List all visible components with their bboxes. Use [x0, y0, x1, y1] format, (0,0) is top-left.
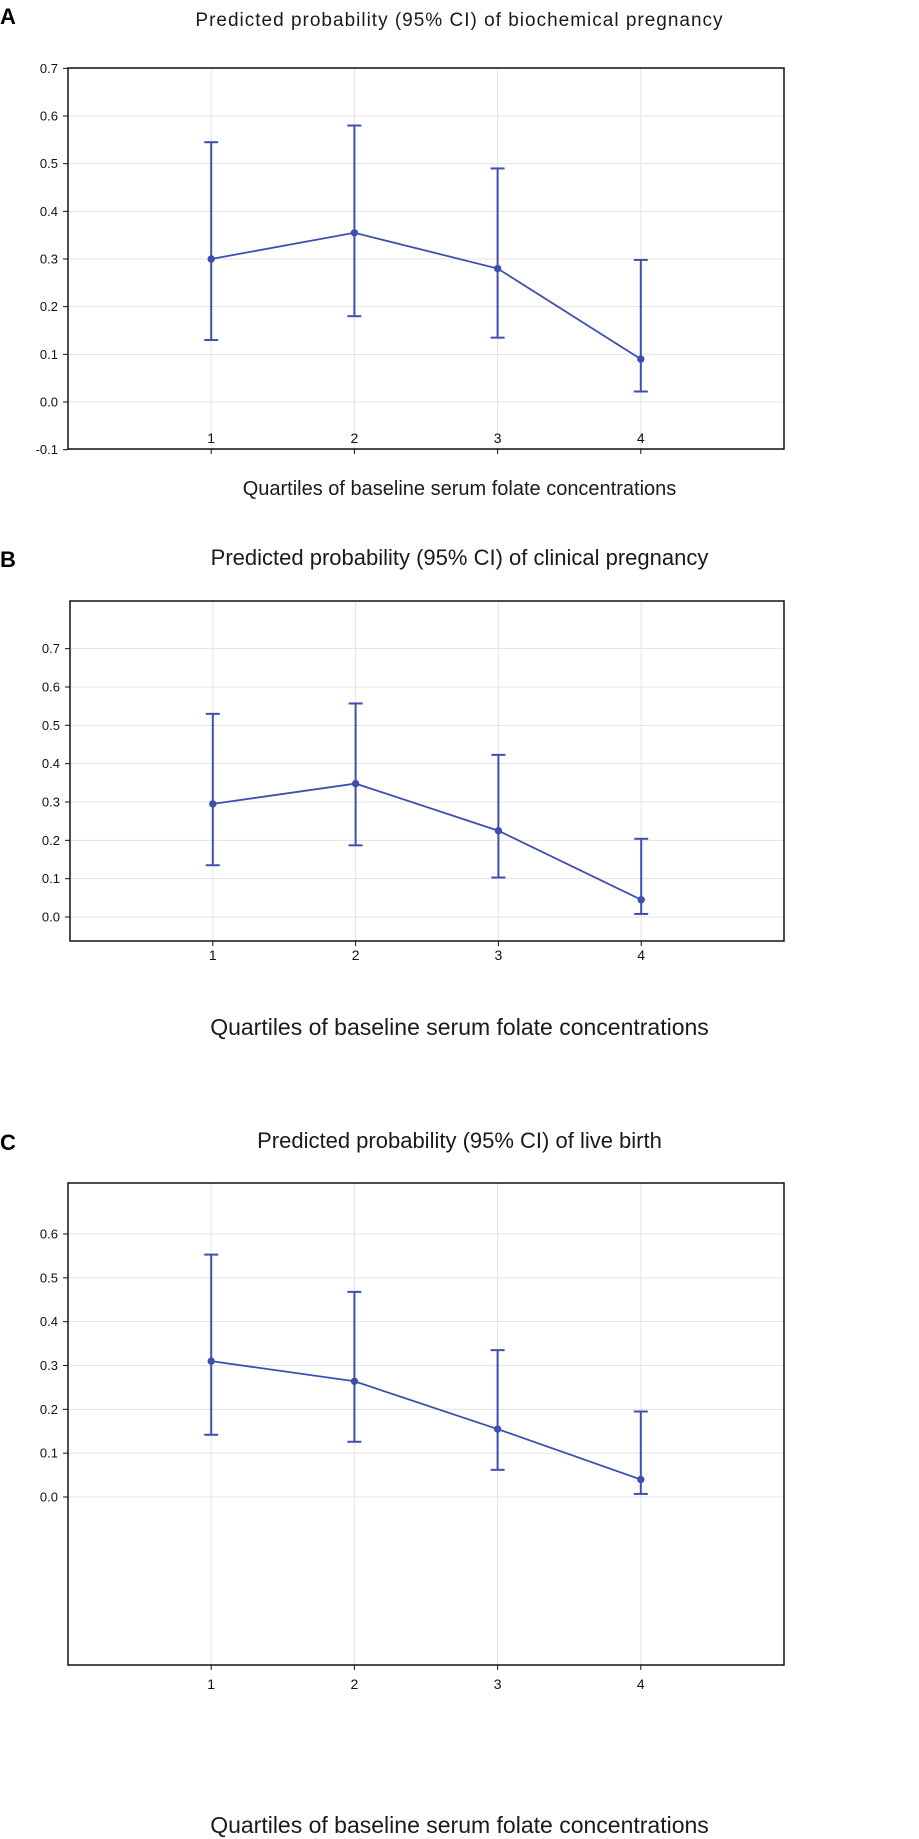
data-point: [493, 264, 502, 273]
series-line: [212, 782, 642, 901]
chart-title: Predicted probability (95% CI) of bioche…: [195, 10, 724, 31]
series-line: [211, 231, 642, 360]
data-point: [493, 1425, 502, 1433]
panel-c: C Predicted probability (95% CI) of live…: [0, 1120, 919, 1838]
data-point: [207, 255, 215, 263]
panel-b: B Predicted probability (95% CI) of clin…: [0, 541, 919, 1061]
y-tick-label: 0.6: [42, 680, 60, 695]
panel-letter: A: [0, 4, 16, 29]
y-tick-label: 0.7: [42, 641, 60, 656]
panel-a: A Predicted probability (95% CI) of bioc…: [0, 0, 919, 505]
data-point: [637, 896, 645, 904]
x-tick-label: 3: [495, 947, 503, 963]
plot-frame: [69, 600, 785, 942]
y-tick-label: 0.3: [40, 1358, 58, 1373]
x-tick-label: 2: [351, 430, 359, 446]
data-point: [350, 1377, 359, 1385]
y-tick-label: 0.5: [42, 718, 60, 733]
y-tick-label: 0.0: [40, 395, 58, 410]
data-point: [350, 229, 359, 237]
panel-letter: B: [0, 547, 16, 572]
y-tick-label: 0.1: [40, 1446, 58, 1461]
panel-letter: C: [0, 1130, 16, 1155]
chart-title: Predicted probability (95% CI) of clinic…: [210, 545, 709, 570]
y-tick-label: 0.0: [42, 910, 60, 925]
x-axis-label: Quartiles of baseline serum folate conce…: [210, 1014, 709, 1040]
y-tick-label: 0.4: [40, 204, 58, 219]
y-tick-label: 0.3: [42, 795, 60, 810]
chart-title: Predicted probability (95% CI) of live b…: [257, 1128, 662, 1153]
plot-svg: 0.0 0.1 0.2 0.3 0.4 0.5 0.6 0.7 1 2 3 4: [42, 600, 785, 963]
x-axis-label: Quartiles of baseline serum folate conce…: [210, 1812, 709, 1838]
y-tick-label: 0.3: [40, 252, 58, 267]
y-tick-label: -0.1: [36, 442, 58, 457]
y-tick-label: 0.5: [40, 156, 58, 171]
y-tick-label: 0.1: [40, 347, 58, 362]
series-line: [211, 1360, 642, 1481]
data-point: [494, 827, 503, 835]
data-point: [351, 779, 360, 788]
y-tick-label: 0.4: [42, 756, 60, 771]
x-tick-label: 2: [352, 947, 360, 963]
data-point: [637, 1475, 645, 1484]
y-tick-label: 0.5: [40, 1270, 58, 1285]
x-tick-label: 1: [207, 430, 215, 446]
x-tick-label: 4: [637, 1676, 645, 1692]
data-point: [637, 355, 645, 363]
data-point: [207, 1357, 215, 1365]
y-tick-label: 0.2: [40, 299, 58, 314]
data-point: [209, 800, 217, 808]
y-tick-label: 0.4: [40, 1314, 58, 1329]
x-tick-label: 4: [637, 947, 645, 963]
y-tick-label: 0.6: [40, 109, 58, 124]
x-tick-label: 1: [209, 947, 217, 963]
y-tick-label: 0.2: [40, 1402, 58, 1417]
y-tick-label: 0.6: [40, 1227, 58, 1242]
x-tick-label: 1: [207, 1676, 215, 1692]
plot-svg: -0.1 0.0 0.1 0.2 0.3 0.4 0.5 0.6 0.7 1 2 3 4: [36, 61, 785, 457]
y-tick-label: 0.2: [42, 833, 60, 848]
plot-frame: [67, 1182, 785, 1666]
y-tick-label: 0.0: [40, 1490, 58, 1505]
x-tick-label: 2: [351, 1676, 359, 1692]
y-tick-label: 0.7: [40, 61, 58, 76]
x-tick-label: 4: [637, 430, 645, 446]
x-tick-label: 3: [494, 430, 502, 446]
x-tick-label: 3: [494, 1676, 502, 1692]
plot-svg: 0.0 0.1 0.2 0.3 0.4 0.5 0.6 1 2 3 4: [40, 1182, 785, 1692]
y-tick-label: 0.1: [42, 871, 60, 886]
x-axis-label: Quartiles of baseline serum folate conce…: [242, 478, 677, 500]
